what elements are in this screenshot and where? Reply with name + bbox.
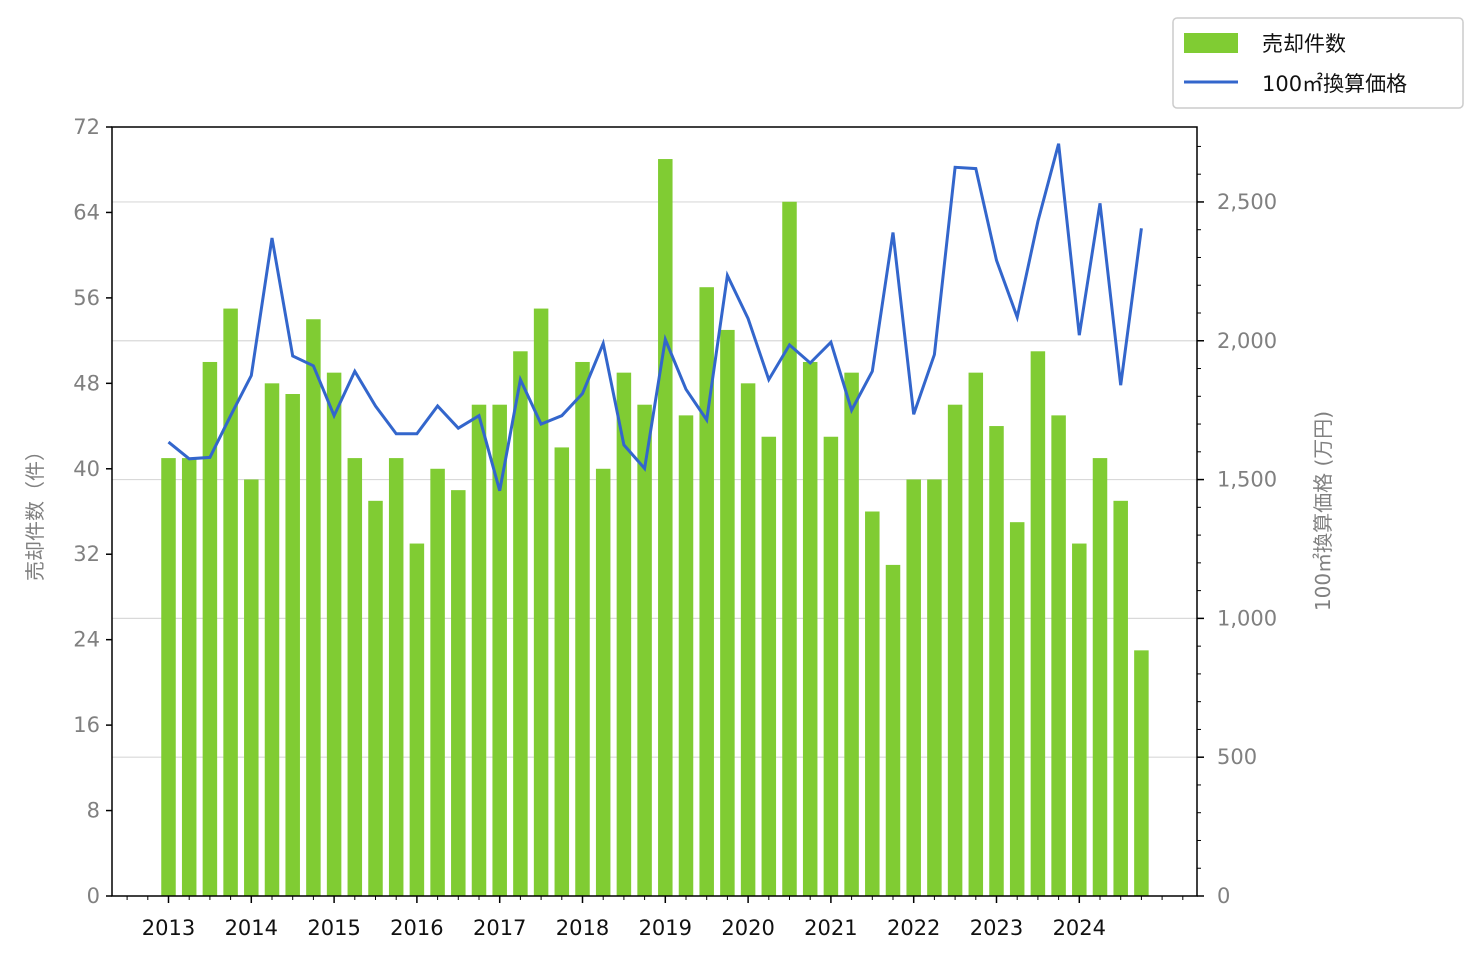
bar <box>451 490 466 896</box>
bar <box>430 468 445 896</box>
left-axis-label: 売却件数（件） <box>23 441 47 581</box>
bar <box>264 383 280 896</box>
bar <box>616 372 632 896</box>
bar <box>844 372 859 896</box>
bar <box>306 319 321 896</box>
bar <box>223 308 238 896</box>
x-axis: 2013 2014 2015 2016 2017 2018 2019 2020 2021 2022… <box>126 896 1184 940</box>
bar <box>595 468 611 896</box>
bar <box>927 479 942 896</box>
legend-box <box>1172 17 1464 109</box>
x-tick-label: 2022 <box>887 916 940 940</box>
bar <box>575 361 590 896</box>
bar <box>1092 458 1108 896</box>
right-tick-label: 500 <box>1217 745 1257 769</box>
bar <box>1134 650 1149 896</box>
bar <box>1030 351 1046 897</box>
left-tick-label: 8 <box>87 799 100 823</box>
bar <box>492 404 507 896</box>
left-tick-label: 32 <box>73 542 100 566</box>
x-tick-label: 2024 <box>1053 916 1106 940</box>
bar <box>782 201 797 896</box>
bar <box>347 458 363 896</box>
left-tick-label: 48 <box>73 371 100 395</box>
bar <box>1009 522 1025 896</box>
right-tick-label: 2,000 <box>1217 329 1277 353</box>
bar <box>202 361 218 896</box>
left-tick-label: 56 <box>73 286 100 310</box>
bar <box>285 394 300 896</box>
bar <box>637 404 652 896</box>
bar <box>471 404 487 896</box>
bar <box>906 479 921 896</box>
bar <box>989 426 1004 896</box>
bar <box>554 447 570 896</box>
x-tick-label: 2020 <box>721 916 774 940</box>
bar <box>802 361 818 896</box>
right-tick-label: 0 <box>1217 884 1230 908</box>
price-line-series <box>167 143 1143 492</box>
left-tick-label: 40 <box>73 457 100 481</box>
plot-frame <box>111 126 1198 897</box>
x-tick-label: 2018 <box>556 916 609 940</box>
bar <box>761 436 777 896</box>
bar <box>947 404 963 896</box>
right-axis-label: 100㎡換算価格 (万円) <box>1311 411 1335 611</box>
bar <box>658 159 673 896</box>
left-tick-label: 16 <box>73 713 100 737</box>
bar <box>388 458 404 896</box>
bar <box>1072 543 1087 896</box>
bar <box>740 383 756 896</box>
x-tick-label: 2021 <box>804 916 857 940</box>
left-tick-label: 0 <box>87 884 100 908</box>
bar <box>533 308 549 896</box>
bar <box>699 287 714 896</box>
bar <box>409 543 425 896</box>
bar <box>1051 415 1066 896</box>
right-tick-label: 2,500 <box>1217 190 1277 214</box>
x-tick-label: 2017 <box>473 916 526 940</box>
bar <box>326 372 342 896</box>
legend-bar-swatch <box>1184 33 1238 53</box>
x-tick-label: 2023 <box>970 916 1023 940</box>
bar <box>678 415 694 896</box>
x-tick-label: 2013 <box>142 916 195 940</box>
bar <box>968 372 984 896</box>
bar <box>865 511 880 896</box>
legend: 売却件数 100㎡換算価格 <box>1172 17 1464 109</box>
x-tick-label: 2014 <box>225 916 278 940</box>
right-tick-label: 1,000 <box>1217 606 1277 630</box>
left-axis: 0 8 16 24 32 40 48 56 64 72 <box>73 115 112 908</box>
x-tick-label: 2015 <box>307 916 360 940</box>
bar <box>885 564 901 896</box>
bar <box>181 458 197 896</box>
bar <box>244 479 259 896</box>
bar <box>513 351 528 897</box>
bar-series <box>161 159 1149 897</box>
bar <box>1113 500 1128 896</box>
x-tick-label: 2019 <box>639 916 692 940</box>
bar <box>161 458 176 896</box>
right-axis: 0 500 1,000 1,500 2,000 2,500 <box>1197 145 1277 908</box>
bar <box>823 436 839 896</box>
x-tick-label: 2016 <box>390 916 443 940</box>
legend-bar-label: 売却件数 <box>1262 32 1346 56</box>
left-tick-label: 64 <box>73 200 100 224</box>
left-tick-label: 24 <box>73 628 100 652</box>
bar <box>720 329 735 896</box>
right-tick-label: 1,500 <box>1217 468 1277 492</box>
left-tick-label: 72 <box>73 115 100 139</box>
legend-line-label: 100㎡換算価格 <box>1262 72 1407 96</box>
bar <box>368 500 383 896</box>
